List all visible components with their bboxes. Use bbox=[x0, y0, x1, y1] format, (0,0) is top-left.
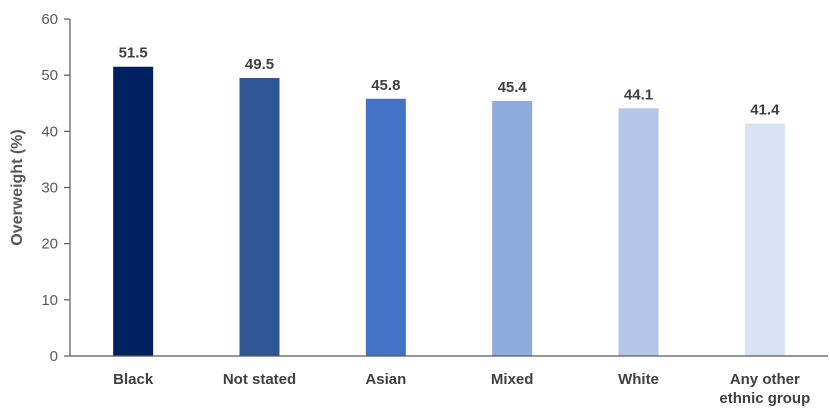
bar-3 bbox=[492, 101, 533, 357]
y-tick-label: 30 bbox=[41, 180, 58, 197]
bars bbox=[113, 66, 785, 357]
bar-0 bbox=[113, 66, 154, 356]
y-tick-label: 20 bbox=[41, 236, 58, 253]
data-label-4: 44.1 bbox=[624, 86, 653, 103]
y-tick-label: 60 bbox=[41, 11, 58, 28]
data-label-5: 41.4 bbox=[750, 101, 780, 118]
x-tick-label-3: Mixed bbox=[491, 371, 534, 388]
y-tick-label: 0 bbox=[50, 348, 58, 365]
bar-4 bbox=[618, 108, 659, 357]
data-label-2: 45.8 bbox=[371, 77, 400, 94]
x-tick-label-5: Any other ethnic group bbox=[719, 371, 810, 407]
x-tick-label-0: Black bbox=[113, 371, 154, 388]
x-tick-label-4: White bbox=[618, 371, 659, 388]
y-tick-label: 40 bbox=[41, 123, 58, 140]
y-tick-label: 10 bbox=[41, 292, 58, 309]
y-axis-ticks: 0 10 20 30 40 50 60 bbox=[41, 11, 70, 365]
x-axis-labels: Black Not stated Asian Mixed White Any other e… bbox=[113, 371, 810, 407]
data-label-1: 49.5 bbox=[245, 56, 274, 73]
bar-2 bbox=[365, 98, 406, 357]
bar-1 bbox=[239, 77, 280, 356]
x-tick-label-2: Asian bbox=[365, 371, 406, 388]
data-labels: 51.5 49.5 45.8 45.4 44.1 41.4 bbox=[119, 45, 781, 119]
bar-5 bbox=[744, 123, 785, 356]
x-tick-label-1: Not stated bbox=[223, 371, 296, 388]
y-tick-label: 50 bbox=[41, 67, 58, 84]
data-label-3: 45.4 bbox=[498, 79, 528, 96]
y-axis-title: Overweight (%) bbox=[9, 129, 26, 245]
data-label-0: 51.5 bbox=[119, 45, 148, 62]
